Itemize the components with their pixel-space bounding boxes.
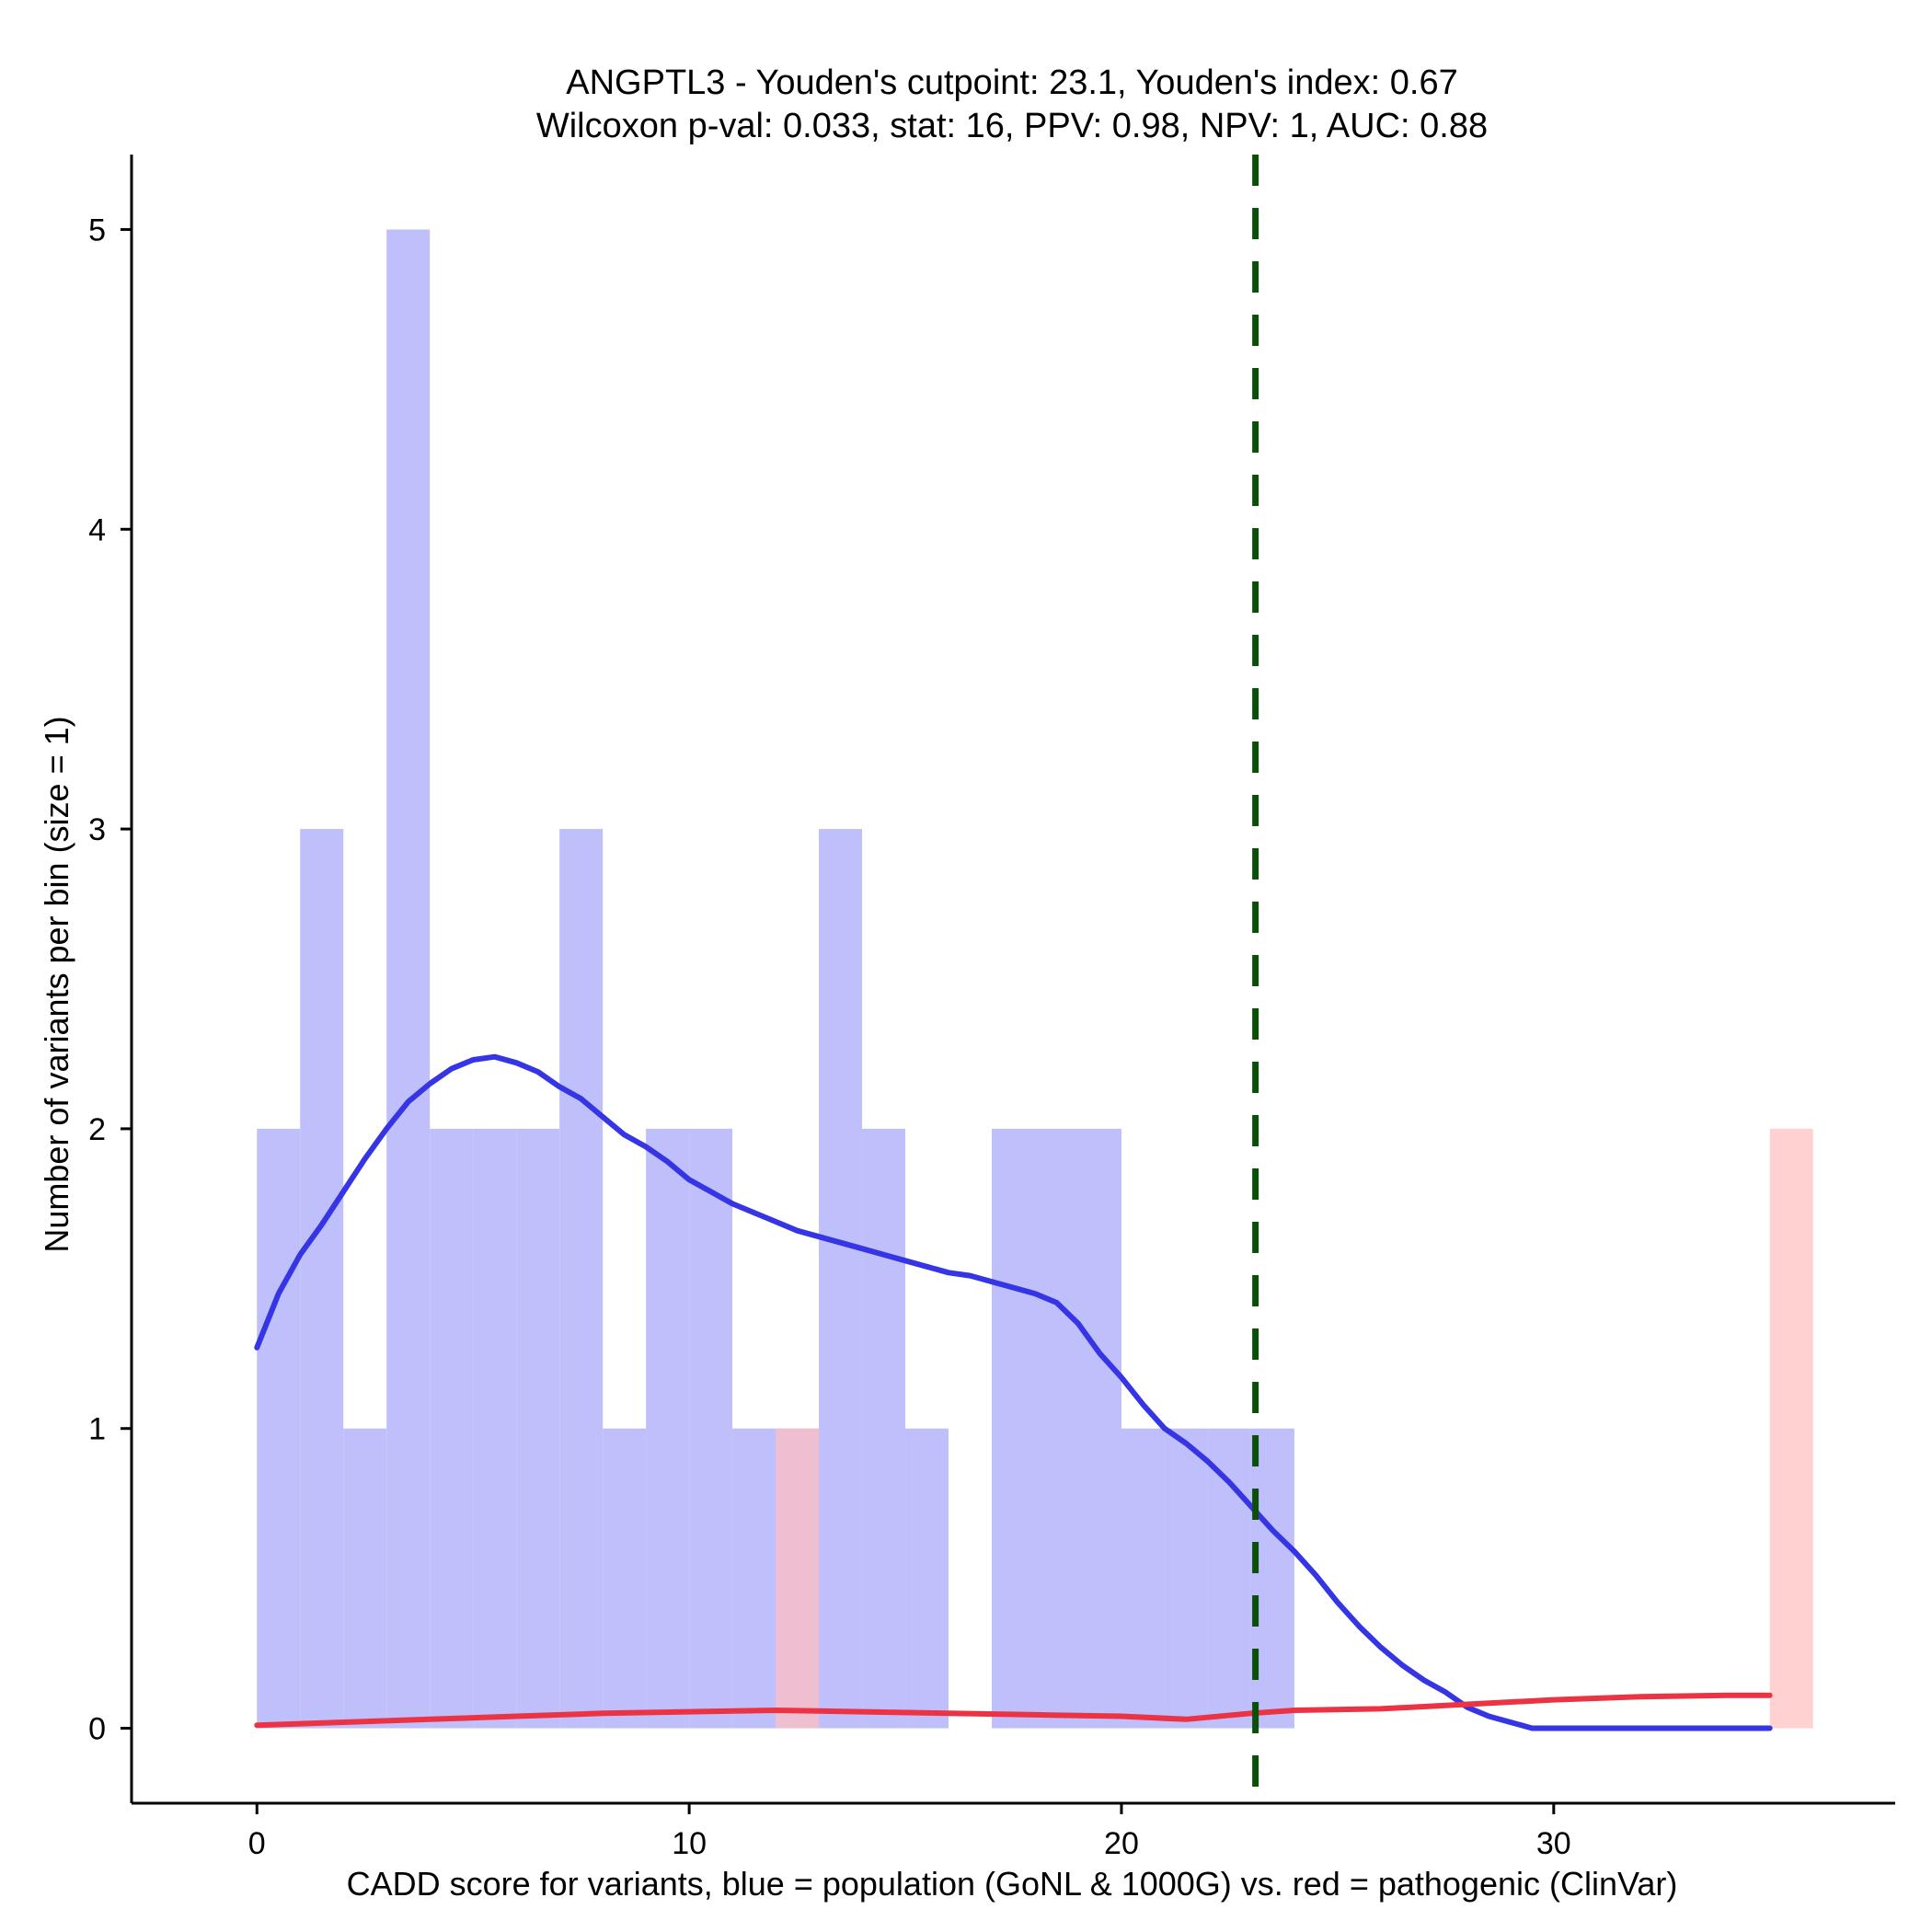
y-tick-label: 5 xyxy=(88,213,106,247)
population-density-line xyxy=(254,1053,1773,1731)
y-tick-label: 0 xyxy=(88,1712,106,1747)
population-bar xyxy=(257,1128,301,1729)
population-bar xyxy=(343,1428,387,1729)
population-bar xyxy=(1121,1428,1165,1729)
population-bar xyxy=(1250,1428,1294,1729)
axes: 0 10 20 30 0 1 2 3 4 5 xyxy=(88,155,1895,1861)
population-bar xyxy=(819,829,863,1729)
population-bar xyxy=(473,1128,517,1729)
population-bar xyxy=(862,1128,906,1729)
pathogenic-bar xyxy=(1769,1128,1813,1729)
y-tick-label: 2 xyxy=(88,1112,106,1147)
x-tick-label: 30 xyxy=(1536,1826,1571,1861)
y-tick-label: 1 xyxy=(88,1412,106,1447)
population-bar xyxy=(516,1128,560,1729)
population-bar xyxy=(646,1128,690,1729)
x-axis-label: CADD score for variants, blue = populati… xyxy=(347,1865,1678,1903)
chart-title-line1: ANGPTL3 - Youden's cutpoint: 23.1, Youde… xyxy=(566,63,1457,102)
population-bar xyxy=(1034,1128,1078,1729)
population-bars xyxy=(257,229,1294,1729)
population-bar xyxy=(732,1428,776,1729)
population-bar xyxy=(386,229,431,1729)
population-bar xyxy=(689,1128,733,1729)
density-lines xyxy=(254,1053,1773,1731)
y-tick-label: 4 xyxy=(88,512,106,547)
population-bar xyxy=(1164,1428,1208,1729)
y-axis-label: Number of variants per bin (size = 1) xyxy=(38,716,75,1252)
population-bar xyxy=(430,1128,474,1729)
population-bar xyxy=(1207,1428,1251,1729)
pathogenic-density-line xyxy=(254,1692,1773,1729)
population-bar xyxy=(1077,1128,1121,1729)
x-tick-label: 10 xyxy=(672,1826,707,1861)
population-bar xyxy=(992,1128,1035,1729)
y-tick-label: 3 xyxy=(88,812,106,847)
population-bar xyxy=(559,829,604,1729)
pathogenic-bars xyxy=(776,1128,1813,1729)
x-tick-label: 0 xyxy=(248,1826,266,1861)
population-bar xyxy=(905,1428,949,1729)
population-bar xyxy=(603,1428,647,1729)
x-tick-label: 20 xyxy=(1104,1826,1139,1861)
population-bar xyxy=(300,829,344,1729)
pathogenic-bar xyxy=(776,1428,820,1729)
chart-title-line2: Wilcoxon p-val: 0.033, stat: 16, PPV: 0.… xyxy=(536,107,1488,145)
